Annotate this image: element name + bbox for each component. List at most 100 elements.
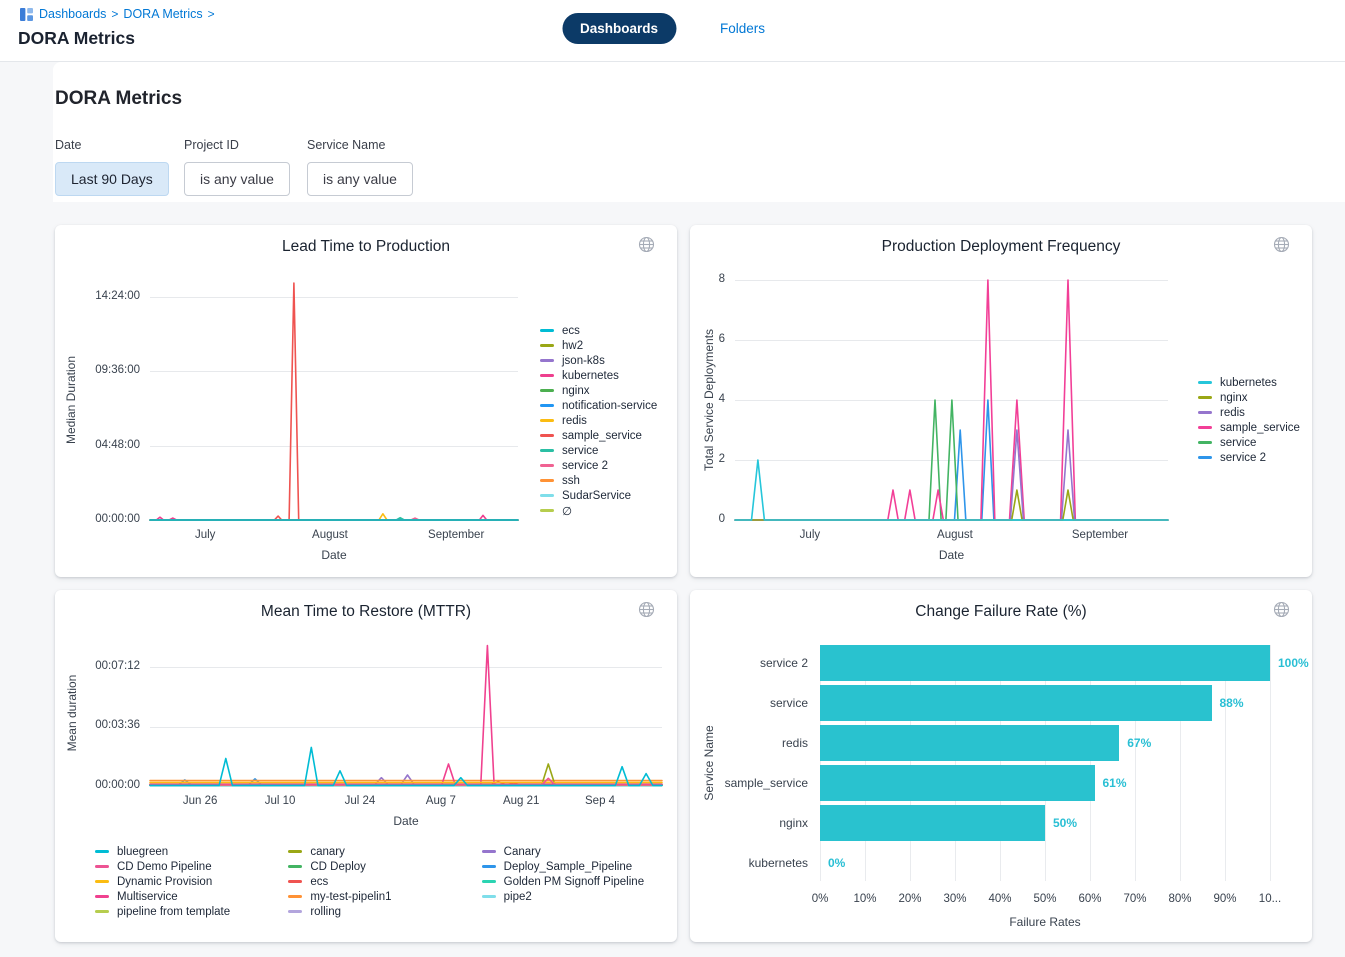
legend-item-bluegreen[interactable]: bluegreen bbox=[95, 844, 266, 859]
series-line-redis bbox=[734, 429, 1169, 521]
legend-swatch bbox=[288, 880, 303, 883]
filter-service-name-label: Service Name bbox=[307, 138, 386, 152]
legend-item-sample_service[interactable]: sample_service bbox=[540, 428, 657, 443]
legend-item-kubernetes[interactable]: kubernetes bbox=[540, 368, 657, 383]
bar-service 2[interactable] bbox=[820, 645, 1270, 681]
bar-service[interactable] bbox=[820, 685, 1212, 721]
legend-item-my-test-pipelin1[interactable]: my-test-pipelin1 bbox=[288, 889, 459, 904]
gridline bbox=[865, 645, 866, 881]
legend-item-kubernetes[interactable]: kubernetes bbox=[1198, 375, 1300, 390]
card-mean-time-to-restore: Mean Time to Restore (MTTR) 00:00:00 00:0… bbox=[55, 590, 677, 942]
legend-label: ∅ bbox=[562, 505, 573, 518]
legend-label: service 2 bbox=[1220, 451, 1267, 464]
legend-item-json-k8s[interactable]: json-k8s bbox=[540, 353, 657, 368]
gridline bbox=[150, 445, 518, 447]
chart-lead-time: 00:00:00 04:48:00 09:36:00 14:24:00 July Augu… bbox=[55, 225, 677, 577]
y-tick-label: 8 bbox=[718, 273, 725, 285]
legend-item-rolling[interactable]: rolling bbox=[288, 904, 459, 919]
legend: bluegreen CD Demo Pipeline Dynamic Provisi… bbox=[95, 844, 653, 922]
bar-category-label: nginx bbox=[779, 816, 808, 830]
filter-date-value[interactable]: Last 90 Days bbox=[55, 162, 169, 196]
breadcrumb-link-dashboards[interactable]: Dashboards bbox=[39, 7, 107, 21]
bar-redis[interactable] bbox=[820, 725, 1120, 761]
plot-area[interactable] bbox=[734, 279, 1169, 521]
legend-swatch bbox=[540, 374, 554, 377]
x-tick-label: 50% bbox=[1033, 893, 1057, 905]
x-tick-label: Jul 10 bbox=[264, 795, 296, 807]
legend-swatch bbox=[95, 865, 109, 868]
x-tick-label: 40% bbox=[988, 893, 1012, 905]
legend-item-ssh[interactable]: ssh bbox=[540, 473, 657, 488]
legend-item-hw2[interactable]: hw2 bbox=[540, 338, 657, 353]
plot-area[interactable] bbox=[149, 280, 519, 521]
bar-sample_service[interactable] bbox=[820, 765, 1095, 801]
legend-item-sample_service[interactable]: sample_service bbox=[1198, 420, 1300, 435]
globe-icon[interactable] bbox=[638, 601, 655, 618]
legend-label: rolling bbox=[310, 905, 342, 918]
x-tick-label: September bbox=[428, 529, 485, 541]
legend-item-ecs[interactable]: ecs bbox=[288, 874, 459, 889]
legend-item-redis[interactable]: redis bbox=[540, 413, 657, 428]
legend-item-Dynamic Provision[interactable]: Dynamic Provision bbox=[95, 874, 266, 889]
tab-dashboards[interactable]: Dashboards bbox=[561, 13, 677, 44]
header-tabs: Dashboards Folders bbox=[561, 13, 783, 44]
legend-item-service[interactable]: service bbox=[1198, 435, 1300, 450]
tab-folders[interactable]: Folders bbox=[702, 13, 783, 44]
globe-icon[interactable] bbox=[638, 236, 655, 253]
series-line-nginx bbox=[734, 489, 1169, 521]
legend-item-∅[interactable]: ∅ bbox=[540, 503, 657, 518]
legend-label: Golden PM Signoff Pipeline bbox=[503, 875, 645, 888]
chart-deployment-frequency: 0 2 4 6 8 July August September Date Total Servic… bbox=[690, 225, 1312, 577]
gridline bbox=[735, 340, 1168, 341]
y-tick-label: 0 bbox=[718, 513, 725, 525]
legend-label: ecs bbox=[310, 875, 329, 888]
legend-item-nginx[interactable]: nginx bbox=[1198, 390, 1300, 405]
legend-swatch bbox=[95, 910, 109, 913]
legend-item-Deploy_Sample_Pipeline[interactable]: Deploy_Sample_Pipeline bbox=[481, 859, 653, 874]
legend-swatch bbox=[1198, 441, 1212, 444]
legend-item-pipeline from template[interactable]: pipeline from template bbox=[95, 904, 266, 919]
legend-item-canary[interactable]: canary bbox=[288, 844, 459, 859]
legend-item-CD Deploy[interactable]: CD Deploy bbox=[288, 859, 459, 874]
bar-nginx[interactable] bbox=[820, 805, 1045, 841]
gridline bbox=[150, 786, 662, 787]
x-tick-label: 90% bbox=[1213, 893, 1237, 905]
legend-item-service 2[interactable]: service 2 bbox=[540, 458, 657, 473]
app-header: Dashboards > DORA Metrics > DORA Metrics… bbox=[0, 0, 1345, 62]
breadcrumb-link-dora-metrics[interactable]: DORA Metrics bbox=[123, 7, 203, 21]
y-tick-label: 09:36:00 bbox=[95, 364, 140, 377]
x-tick-label: Jun 26 bbox=[182, 795, 218, 807]
card-production-deployment-frequency: Production Deployment Frequency 0 2 4 6 8 Jul… bbox=[690, 225, 1312, 577]
legend-item-CD Demo Pipeline[interactable]: CD Demo Pipeline bbox=[95, 859, 266, 874]
series-line-service bbox=[734, 399, 1169, 521]
gridline bbox=[150, 297, 518, 298]
legend-item-service 2[interactable]: service 2 bbox=[1198, 450, 1300, 465]
legend-item-Canary[interactable]: Canary bbox=[481, 844, 653, 859]
filter-service-name-value[interactable]: is any value bbox=[307, 162, 413, 196]
legend-item-SudarService[interactable]: SudarService bbox=[540, 488, 657, 503]
legend-label: sample_service bbox=[1220, 421, 1300, 434]
legend-item-service[interactable]: service bbox=[540, 443, 657, 458]
filter-project-id-value[interactable]: is any value bbox=[184, 162, 290, 196]
globe-icon[interactable] bbox=[1273, 236, 1290, 253]
filter-project-id-label: Project ID bbox=[184, 138, 239, 152]
legend-label: redis bbox=[1220, 406, 1245, 419]
legend-item-nginx[interactable]: nginx bbox=[540, 383, 657, 398]
legend-item-notification-service[interactable]: notification-service bbox=[540, 398, 657, 413]
legend-item-redis[interactable]: redis bbox=[1198, 405, 1300, 420]
legend-label: service 2 bbox=[562, 459, 609, 472]
series-line-kubernetes bbox=[149, 514, 519, 521]
legend-item-Golden PM Signoff Pipeline[interactable]: Golden PM Signoff Pipeline bbox=[481, 874, 653, 889]
gridline bbox=[735, 460, 1168, 461]
globe-icon[interactable] bbox=[1273, 601, 1290, 618]
page-title: DORA Metrics bbox=[18, 28, 136, 48]
plot-area[interactable] bbox=[149, 640, 663, 787]
legend-swatch bbox=[1198, 396, 1212, 399]
bar-value-label: 50% bbox=[1053, 816, 1078, 830]
legend-item-pipe2[interactable]: pipe2 bbox=[481, 889, 653, 904]
legend: kubernetes nginx redis sample_service servic… bbox=[1198, 375, 1300, 465]
series-line-redis bbox=[149, 513, 519, 521]
y-axis-title: Median Duration bbox=[64, 355, 78, 445]
legend-item-Multiservice[interactable]: Multiservice bbox=[95, 889, 266, 904]
legend-item-ecs[interactable]: ecs bbox=[540, 323, 657, 338]
